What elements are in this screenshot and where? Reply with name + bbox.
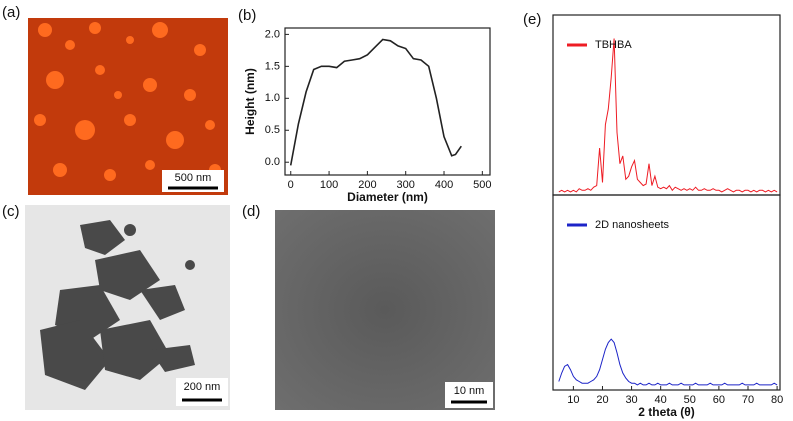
- y-tick-label: 1.5: [265, 60, 280, 72]
- x-tick-label: 70: [742, 394, 754, 406]
- panel-label: (c): [2, 203, 20, 220]
- x-tick-label: 80: [771, 394, 783, 406]
- x-tick-label: 30: [625, 394, 637, 406]
- tem-image: 200 nm: [25, 205, 230, 410]
- y-tick-label: 0.5: [265, 124, 280, 136]
- x-tick-label: 300: [397, 179, 415, 191]
- scale-bar-label: 500 nm: [175, 172, 212, 184]
- y-tick-label: 1.0: [265, 92, 280, 104]
- plot-frame: [284, 27, 491, 176]
- hrtem-image: 10 nm: [275, 210, 495, 410]
- plot-frame: [552, 14, 781, 196]
- x-tick-label: 100: [320, 179, 338, 191]
- afm-image: 500 nm: [28, 18, 228, 195]
- x-tick-label: 40: [655, 394, 667, 406]
- x-tick-label: 60: [713, 394, 725, 406]
- x-axis-label: 2 theta (θ): [638, 405, 695, 419]
- legend-label: TBHBA: [595, 39, 632, 51]
- plot-frame: [552, 194, 781, 391]
- x-tick-label: 200: [358, 179, 376, 191]
- x-tick-label: 50: [684, 394, 696, 406]
- panel-label: (e): [523, 11, 541, 28]
- x-tick-label: 20: [596, 394, 608, 406]
- x-tick-label: 400: [435, 179, 453, 191]
- x-tick-label: 0: [288, 179, 294, 191]
- x-axis-label: Diameter (nm): [347, 190, 428, 204]
- panel-label: (b): [238, 7, 256, 24]
- panel-label: (a): [2, 4, 20, 21]
- data-line: [558, 338, 778, 386]
- x-tick-label: 10: [567, 394, 579, 406]
- x-tick-label: 500: [473, 179, 491, 191]
- y-tick-label: 2.0: [265, 28, 280, 40]
- y-axis-label: Height (nm): [243, 68, 257, 135]
- scale-bar-label: 200 nm: [184, 381, 221, 393]
- data-line: [558, 38, 778, 193]
- y-tick-label: 0.0: [265, 156, 280, 168]
- scale-bar-label: 10 nm: [454, 385, 485, 397]
- panel-label: (d): [242, 203, 260, 220]
- legend-label: 2D nanosheets: [595, 219, 669, 231]
- data-line: [289, 38, 462, 166]
